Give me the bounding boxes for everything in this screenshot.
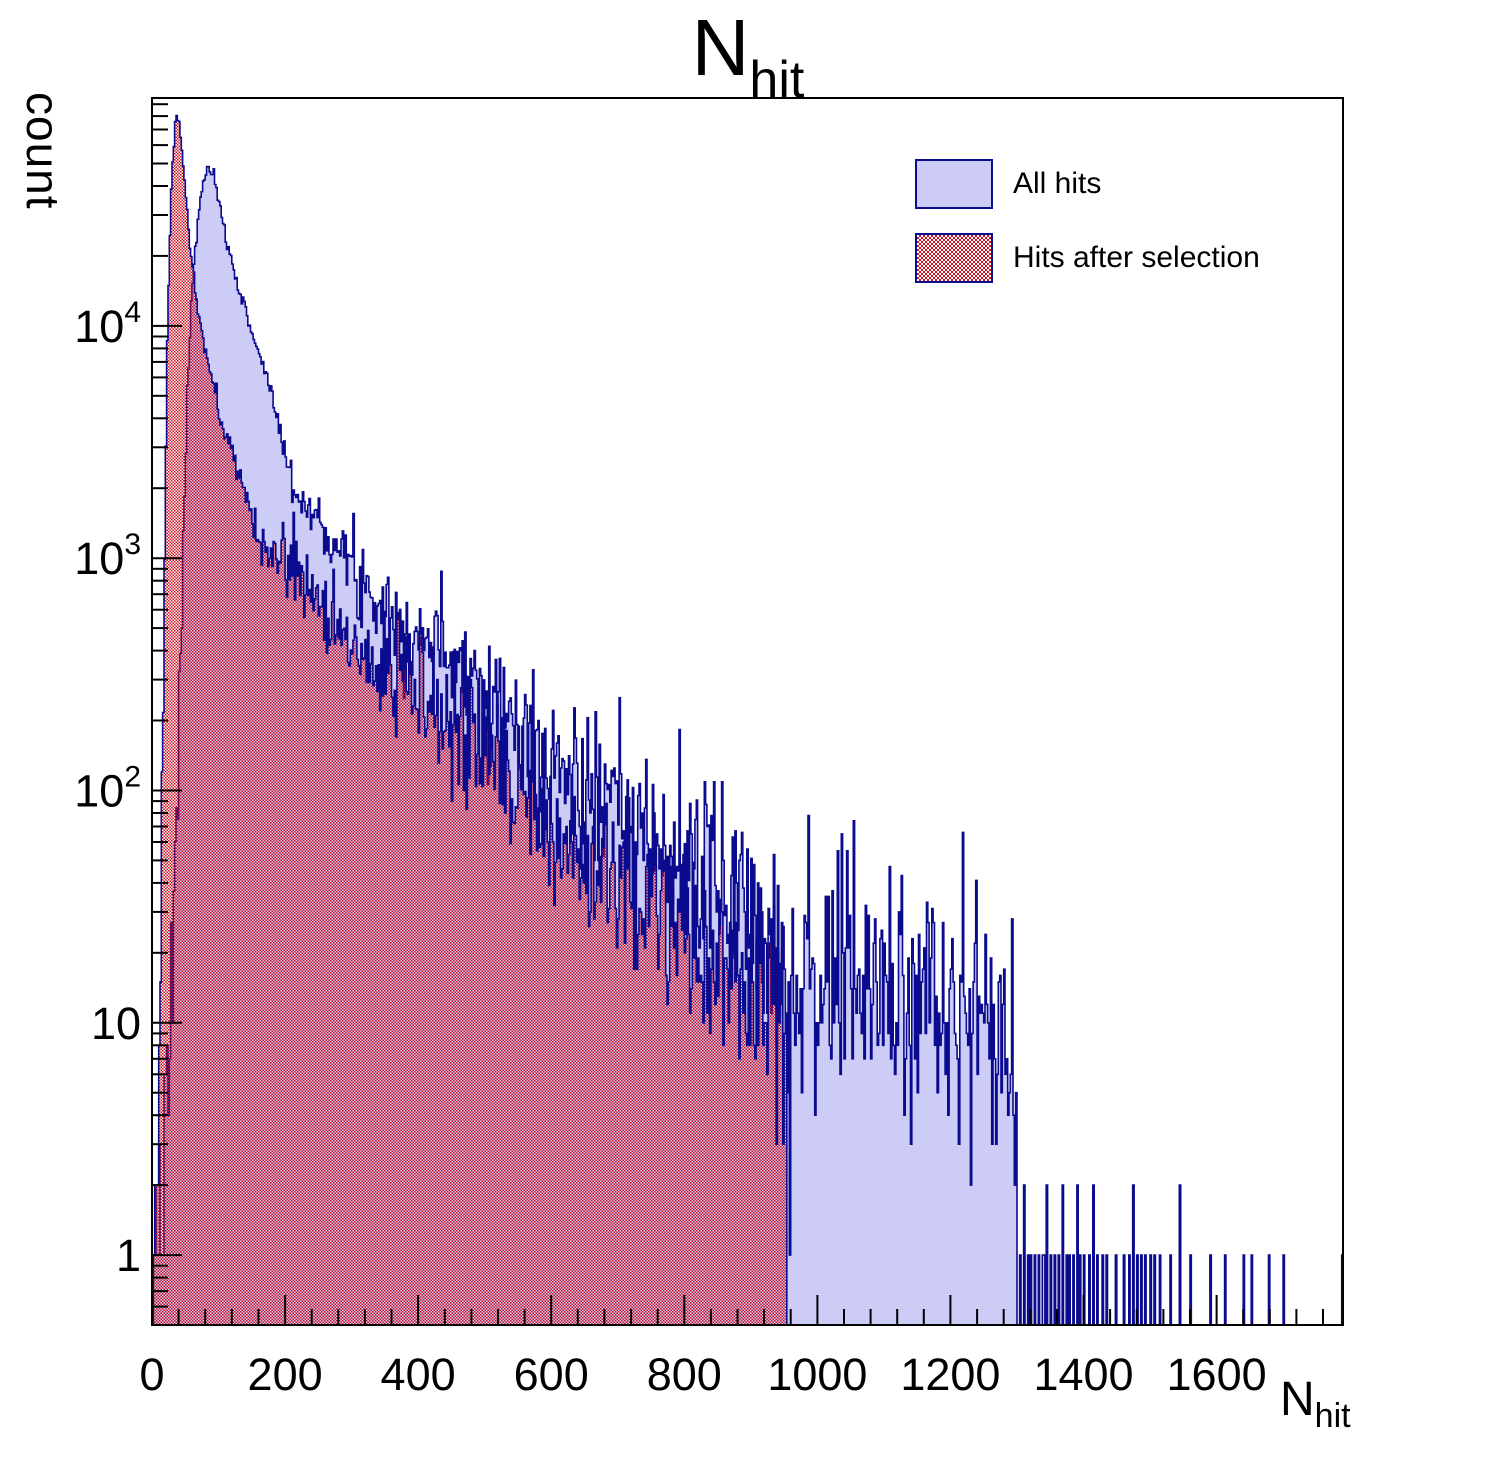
legend: All hits Hits after selection: [915, 158, 1260, 306]
x-axis-title-subscript: hit: [1314, 1397, 1351, 1435]
plot-title: Nhit: [0, 2, 1496, 109]
x-axis-title: Nhit: [1280, 1372, 1351, 1435]
x-tick-label: 400: [381, 1349, 456, 1400]
legend-entry-all-hits: All hits: [915, 158, 1260, 210]
plot-frame: [151, 97, 1344, 1326]
x-tick-label: 1000: [767, 1349, 867, 1400]
series-hits-after-selection: [152, 114, 1343, 1325]
legend-label-hits-after-selection: Hits after selection: [1013, 241, 1260, 274]
x-tick-label: 800: [647, 1349, 722, 1400]
x-tick-label: 1600: [1167, 1349, 1267, 1400]
x-tick-label: 200: [248, 1349, 323, 1400]
legend-label-all-hits: All hits: [1013, 167, 1102, 200]
plot-title-main: N: [691, 3, 750, 92]
y-tick-label: 1: [116, 1230, 141, 1281]
x-tick-label: 1200: [900, 1349, 1000, 1400]
y-tick-label: 103: [74, 528, 141, 584]
legend-marker-hits-after-selection: [915, 233, 993, 283]
x-axis-title-main: N: [1280, 1373, 1315, 1426]
x-tick-label: 0: [139, 1349, 164, 1400]
x-tick-label: 600: [514, 1349, 589, 1400]
legend-entry-hits-after-selection: Hits after selection: [915, 232, 1260, 284]
y-axis-title: count: [17, 92, 69, 210]
x-tick-label: 1400: [1033, 1349, 1133, 1400]
legend-marker-all-hits: [915, 159, 993, 209]
plot-title-subscript: hit: [749, 51, 805, 109]
y-tick-label: 10: [91, 998, 141, 1049]
